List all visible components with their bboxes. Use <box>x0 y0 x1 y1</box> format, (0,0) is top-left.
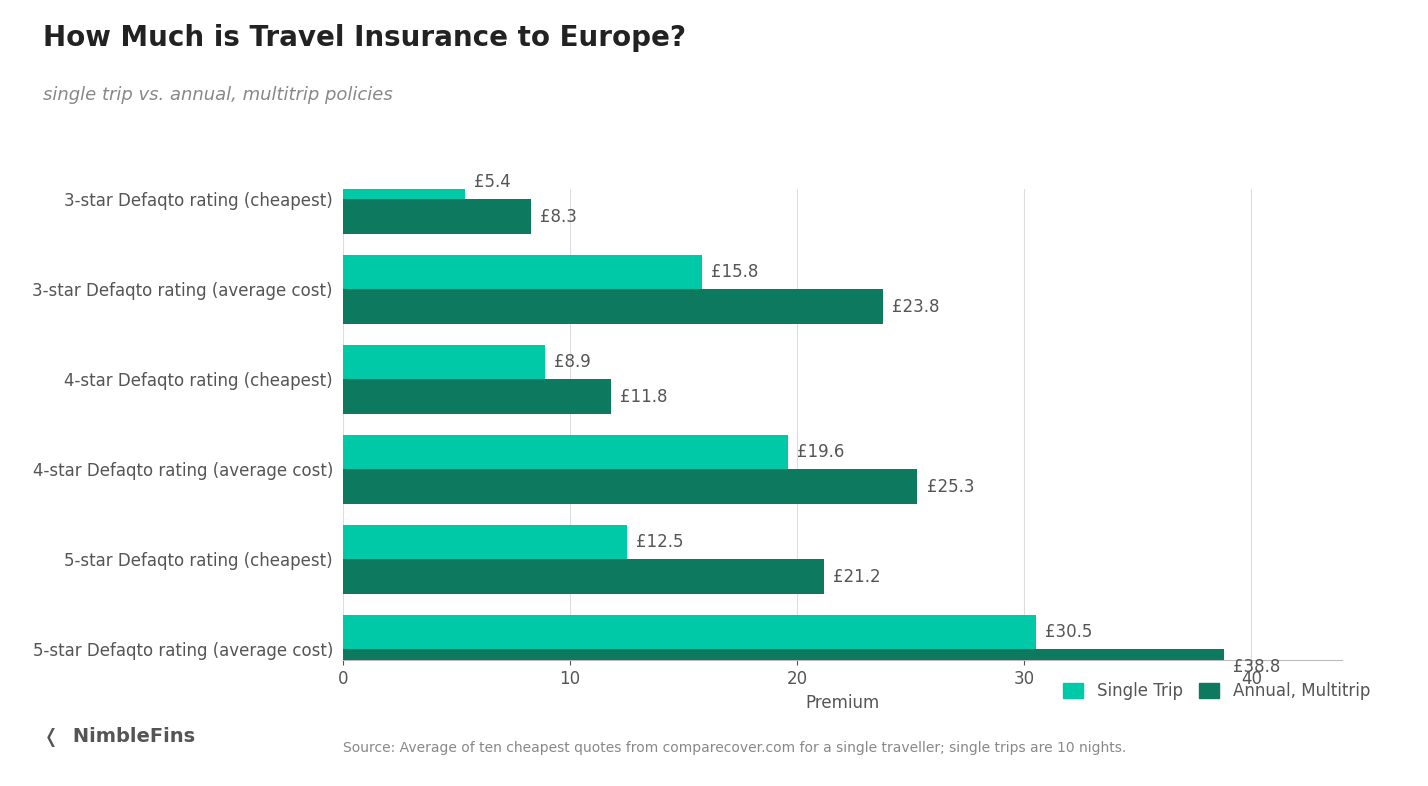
Bar <box>343 649 1224 684</box>
Text: £11.8: £11.8 <box>620 387 667 406</box>
Bar <box>343 255 701 289</box>
Text: Source: Average of ten cheapest quotes from comparecover.com for a single travel: Source: Average of ten cheapest quotes f… <box>343 740 1125 755</box>
Bar <box>343 435 788 469</box>
Text: £8.9: £8.9 <box>554 354 591 371</box>
Text: £15.8: £15.8 <box>711 263 758 281</box>
Bar <box>343 469 917 504</box>
Text: £19.6: £19.6 <box>797 443 844 461</box>
Text: £12.5: £12.5 <box>635 534 683 551</box>
Bar <box>343 345 545 380</box>
Bar <box>343 615 1035 649</box>
Text: ❬  NimbleFins: ❬ NimbleFins <box>43 727 196 747</box>
X-axis label: Premium: Premium <box>805 693 880 711</box>
Bar <box>343 380 611 413</box>
Bar <box>343 200 531 233</box>
Text: £25.3: £25.3 <box>927 478 974 495</box>
Text: £5.4: £5.4 <box>474 174 511 191</box>
Legend: Single Trip, Annual, Multitrip: Single Trip, Annual, Multitrip <box>1057 676 1377 707</box>
Bar <box>343 560 824 593</box>
Text: £30.5: £30.5 <box>1045 623 1092 641</box>
Text: How Much is Travel Insurance to Europe?: How Much is Travel Insurance to Europe? <box>43 24 685 52</box>
Bar <box>343 165 466 200</box>
Bar <box>343 289 884 324</box>
Text: single trip vs. annual, multitrip policies: single trip vs. annual, multitrip polici… <box>43 86 393 105</box>
Text: £23.8: £23.8 <box>892 298 940 315</box>
Text: £21.2: £21.2 <box>834 567 881 586</box>
Text: £8.3: £8.3 <box>540 208 577 226</box>
Bar <box>343 525 627 560</box>
Text: £38.8: £38.8 <box>1234 658 1281 675</box>
